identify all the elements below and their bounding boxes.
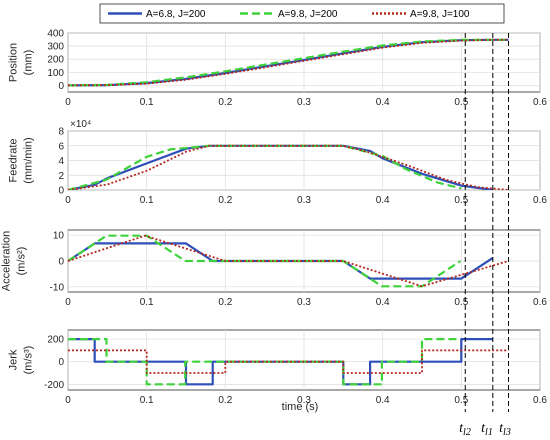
y-tick-label: 2 [58, 171, 64, 182]
y-axis-label-line: (mm/min) [23, 137, 35, 183]
y-tick-label: -10 [50, 282, 65, 293]
x-tick-label: 0.6 [533, 195, 547, 206]
x-tick-label: 0.3 [297, 395, 311, 406]
legend-label-2: A=9.8, J=200 [278, 9, 338, 20]
legend-label-1: A=6.8, J=200 [146, 9, 206, 20]
x-tick-label: 0.1 [140, 97, 154, 108]
subplot-2: 0 0.1 0.2 0.3 0.4 0.5 0.6 0 2 4 6 8 ×10⁴ Feedrate (mm/… [8, 119, 548, 206]
y-axis-label-line: Position [8, 43, 20, 82]
x-tick-label: 0 [65, 97, 71, 108]
y-tick-label: 100 [47, 68, 64, 79]
series-line-3 [68, 38, 509, 87]
x-tick-label: 0.3 [297, 297, 311, 308]
y-tick-label: 10 [53, 231, 65, 242]
x-tick-label: 0.5 [454, 195, 468, 206]
legend: A=6.8, J=200 A=9.8, J=200 A=9.8, J=100 [99, 3, 505, 24]
x-tick-label: 0.6 [533, 97, 547, 108]
series-line-2 [68, 234, 462, 288]
marker-label-l1: tl1 [481, 421, 493, 438]
series-line-3 [68, 234, 509, 288]
x-tick-label: 0.5 [454, 395, 468, 406]
x-tick-label: 0.6 [533, 395, 547, 406]
y-tick-label: 200 [47, 55, 64, 66]
subplot-1: 0 0.1 0.2 0.3 0.4 0.5 0.6 0 100 200 300 400 Position… [8, 29, 548, 109]
y-tick-label: -200 [44, 380, 64, 391]
x-tick-label: 0 [65, 395, 71, 406]
x-tick-label: 0.5 [454, 297, 468, 308]
x-tick-label: 0.1 [140, 395, 154, 406]
x-tick-label: 0 [65, 297, 71, 308]
y-axis-label-line: Acceleration [1, 231, 13, 292]
y-axis-label-line: (m/s²) [16, 247, 28, 276]
x-axis-label: time (s) [282, 401, 319, 413]
y-axis-label-line: Feedrate [8, 138, 20, 182]
x-tick-label: 0.4 [376, 297, 390, 308]
y-exponent-label: ×10⁴ [70, 119, 91, 130]
y-tick-label: 8 [58, 127, 64, 138]
x-tick-label: 0.6 [533, 297, 547, 308]
x-tick-label: 0.2 [218, 97, 232, 108]
x-tick-label: 0.2 [218, 195, 232, 206]
series-line-2 [68, 338, 461, 386]
x-tick-label: 0.4 [376, 195, 390, 206]
x-tick-label: 0.4 [376, 97, 390, 108]
y-tick-label: 4 [58, 156, 64, 167]
legend-label-3: A=9.8, J=100 [410, 9, 470, 20]
x-tick-label: 0.1 [140, 195, 154, 206]
x-tick-label: 0.2 [218, 395, 232, 406]
x-tick-label: 0.3 [297, 97, 311, 108]
x-tick-label: 0 [65, 195, 71, 206]
y-tick-label: 200 [47, 335, 64, 346]
x-tick-label: 0.3 [297, 195, 311, 206]
y-tick-label: 300 [47, 42, 64, 53]
y-axis-label-line: Jerk [8, 349, 20, 370]
y-axis-label-line: (m/s³) [23, 346, 35, 375]
y-axis-label-line: (mm) [23, 50, 35, 76]
x-tick-label: 0.2 [218, 297, 232, 308]
x-tick-label: 0.1 [140, 297, 154, 308]
marker-label-l3: tl3 [499, 421, 511, 438]
series-line-3 [68, 144, 509, 190]
legend-frame [99, 3, 505, 24]
y-tick-label: 0 [58, 257, 64, 268]
subplots: 0 0.1 0.2 0.3 0.4 0.5 0.60100200300400Position… [1, 29, 548, 407]
y-tick-label: 0 [58, 357, 64, 368]
x-tick-label: 0.5 [454, 97, 468, 108]
y-tick-label: 0 [58, 186, 64, 197]
y-tick-label: 6 [58, 141, 64, 152]
y-tick-label: 400 [47, 29, 64, 40]
y-tick-label: 0 [58, 81, 64, 92]
marker-label-l2: tl2 [459, 421, 471, 438]
time-markers: tl2 tl1 tl3 [459, 33, 511, 438]
x-tick-label: 0.4 [376, 395, 390, 406]
series-line-3 [68, 349, 509, 374]
